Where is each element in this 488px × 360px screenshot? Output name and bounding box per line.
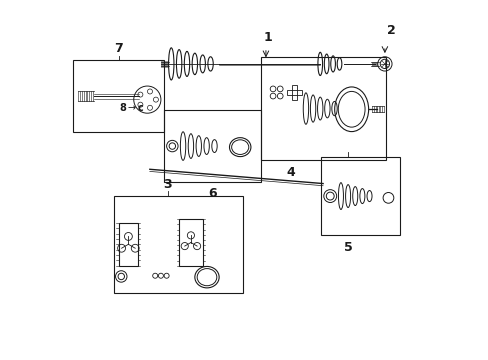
Text: 6: 6 bbox=[207, 187, 216, 200]
Bar bbox=[260, 57, 385, 160]
Text: 5: 5 bbox=[343, 241, 352, 254]
Text: 7: 7 bbox=[114, 42, 123, 55]
Text: 2: 2 bbox=[386, 24, 395, 37]
Bar bbox=[164, 111, 260, 182]
Text: 1: 1 bbox=[263, 31, 271, 44]
Bar bbox=[321, 157, 399, 235]
Bar bbox=[286, 90, 302, 95]
Bar bbox=[73, 60, 164, 132]
Text: 8$\rightarrow$c: 8$\rightarrow$c bbox=[119, 101, 144, 113]
Bar bbox=[114, 196, 242, 293]
Text: 4: 4 bbox=[286, 166, 295, 179]
Bar bbox=[118, 223, 138, 266]
Bar bbox=[179, 219, 202, 266]
Text: 3: 3 bbox=[163, 178, 172, 191]
Bar bbox=[291, 85, 296, 100]
